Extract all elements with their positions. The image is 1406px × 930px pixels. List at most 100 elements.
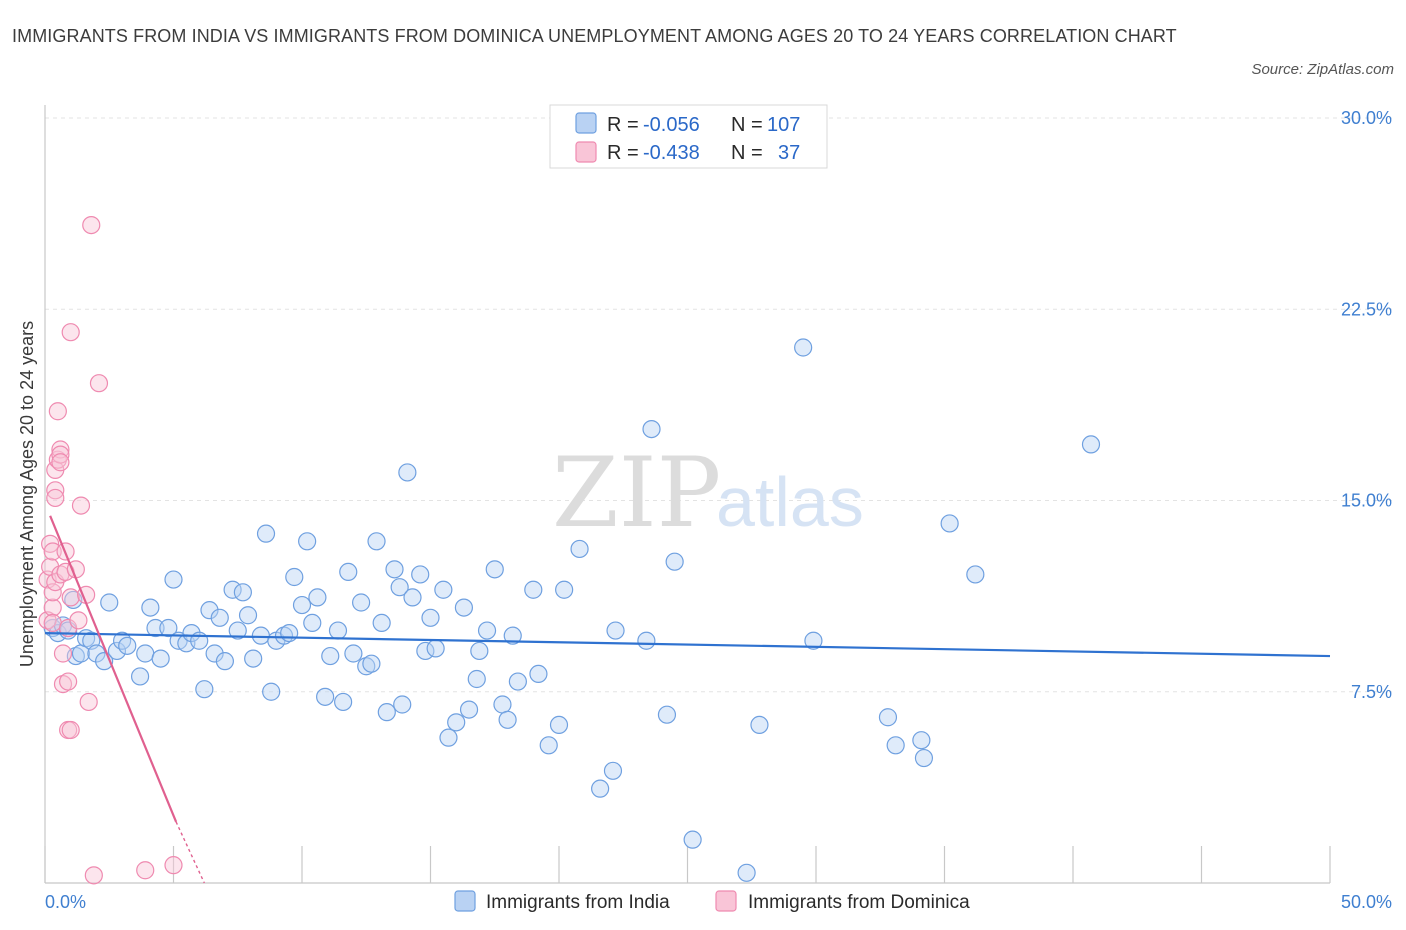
data-point-dominica — [51, 445, 70, 464]
data-point-india — [298, 532, 317, 551]
data-point-dominica — [43, 598, 62, 617]
data-point-india — [321, 646, 340, 666]
data-point-india — [485, 560, 504, 579]
data-point-india — [403, 588, 422, 607]
data-point-india — [256, 524, 276, 543]
legend-r-value-india: -0.056 — [643, 114, 700, 136]
legend-r-label-india: R = — [607, 114, 639, 136]
trend-lines — [44, 515, 1331, 884]
legend-r-value-dominica: -0.438 — [643, 142, 700, 164]
data-point-india — [205, 644, 224, 663]
data-point-dominica — [61, 588, 80, 607]
series-dominica-points — [38, 216, 183, 885]
data-point-india — [274, 626, 294, 645]
x-tick-labels: 0.0% 50.0% — [45, 892, 1392, 912]
data-point-india — [493, 695, 512, 714]
data-point-india — [1081, 435, 1101, 454]
data-point-india — [362, 654, 381, 673]
data-point-dominica — [59, 618, 78, 638]
data-point-india — [367, 532, 386, 551]
trend-line-dominica-extension — [175, 821, 205, 884]
data-point-india — [606, 621, 625, 640]
data-point-india — [477, 621, 497, 640]
data-point-india — [804, 631, 823, 650]
data-point-india — [794, 338, 813, 357]
data-point-india — [195, 680, 214, 699]
data-point-india — [642, 420, 661, 439]
data-point-india — [411, 565, 430, 584]
data-point-india — [357, 657, 376, 676]
data-point-india — [200, 601, 219, 620]
y-axis-label: Unemployment Among Ages 20 to 24 years — [17, 321, 37, 667]
data-point-india — [130, 667, 150, 686]
data-point-dominica — [51, 453, 70, 472]
data-point-india — [470, 641, 489, 661]
trend-line-india — [44, 632, 1331, 658]
data-point-dominica — [164, 856, 183, 875]
data-point-india — [912, 731, 931, 750]
legend-item-india-label: Immigrants from India — [486, 892, 670, 913]
data-point-india — [316, 687, 335, 706]
data-point-india — [637, 631, 656, 650]
data-point-india — [292, 595, 312, 615]
data-point-india — [447, 713, 466, 732]
data-point-india — [210, 608, 229, 627]
data-point-india — [524, 580, 543, 599]
data-point-india — [529, 664, 548, 684]
data-point-dominica — [84, 866, 103, 885]
data-point-dominica — [136, 861, 155, 880]
data-point-india — [112, 631, 132, 650]
data-point-india — [390, 578, 409, 597]
axes — [44, 105, 1331, 884]
data-point-india — [251, 626, 270, 645]
data-point-india — [233, 583, 252, 602]
data-point-india — [285, 567, 304, 587]
data-point-india — [352, 593, 371, 612]
legend-n-value-dominica: 37 — [778, 142, 800, 164]
data-point-dominica — [53, 644, 73, 663]
data-point-india — [498, 710, 517, 729]
data-point-india — [398, 463, 417, 482]
data-point-india — [159, 618, 178, 638]
data-point-india — [665, 552, 684, 571]
x-tick-label-max: 50.0% — [1341, 892, 1392, 912]
data-point-india — [385, 560, 404, 579]
data-point-india — [940, 514, 959, 533]
data-point-india — [262, 682, 281, 701]
legend-n-label-india: N = — [731, 114, 763, 136]
data-point-india — [164, 570, 183, 589]
data-point-india — [914, 748, 934, 768]
data-point-india — [141, 598, 160, 617]
data-point-india — [228, 621, 247, 640]
data-point-india — [182, 623, 201, 643]
legend-r-label-dominica: R = — [607, 142, 639, 164]
data-point-dominica — [61, 720, 80, 740]
data-point-india — [439, 728, 458, 747]
data-point-india — [334, 692, 353, 712]
watermark-atlas: atlas — [716, 463, 864, 541]
data-point-india — [118, 636, 137, 655]
data-point-dominica — [48, 402, 67, 421]
data-point-india — [508, 672, 527, 691]
data-point-india — [503, 626, 522, 645]
x-tick-label-min: 0.0% — [45, 892, 86, 912]
data-point-india — [393, 695, 412, 714]
legend-swatch-india — [575, 112, 597, 134]
watermark: ZIP atlas — [552, 437, 864, 549]
grid-lines — [45, 117, 1392, 693]
data-point-india — [434, 580, 453, 599]
watermark-zip: ZIP — [552, 437, 721, 549]
data-point-india — [303, 613, 322, 633]
legend-n-value-india: 107 — [767, 114, 800, 136]
data-point-india — [539, 736, 558, 755]
legend-item-dominica-label: Immigrants from Dominica — [748, 892, 970, 913]
data-point-dominica — [82, 216, 101, 235]
data-point-india — [151, 649, 170, 668]
series-legend: Immigrants from India Immigrants from Do… — [454, 890, 970, 913]
data-point-india — [280, 623, 299, 643]
data-point-india — [328, 621, 348, 640]
y-tick-labels: 7.5% 15.0% 22.5% 30.0% — [1341, 108, 1392, 702]
data-point-india — [878, 708, 898, 727]
y-tick-label: 22.5% — [1341, 299, 1392, 319]
